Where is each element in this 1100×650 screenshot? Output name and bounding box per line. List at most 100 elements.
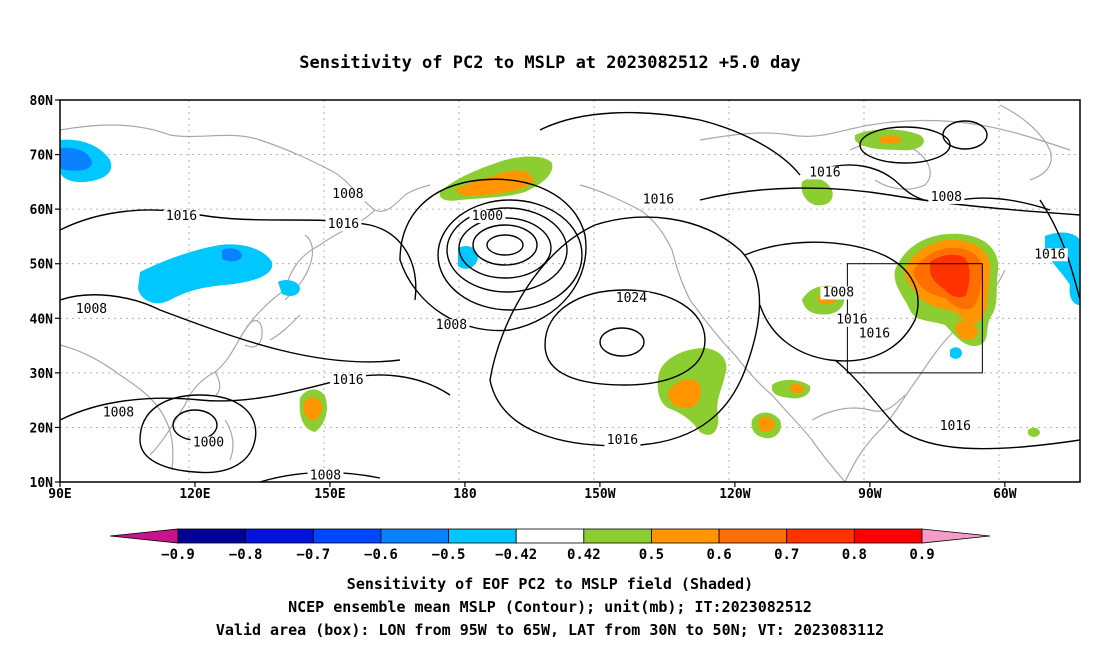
contour-labels: 1008101610161000101610161008101610081008… — [73, 165, 1068, 483]
coastline-asia-north — [60, 124, 376, 211]
shade-negative-arctic-west-core — [60, 147, 92, 171]
colorbar-label: −0.5 — [432, 547, 466, 563]
contour-label: 1016 — [940, 419, 971, 434]
contour-label-bg — [469, 210, 506, 224]
coastline-arctic-canada — [699, 119, 1071, 151]
colorbar-swatch — [853, 528, 923, 544]
contour-label: 1016 — [859, 326, 890, 341]
caption-line-1: Sensitivity of EOF PC2 to MSLP field (Sh… — [347, 575, 753, 593]
contour-label: 1016 — [1034, 247, 1065, 262]
caption-line-3: Valid area (box): LON from 95W to 65W, L… — [216, 621, 884, 639]
colorbar-swatch — [177, 528, 247, 544]
lat-tick-label: 70N — [30, 149, 54, 164]
contour-label-bg — [307, 469, 344, 482]
contour-west-1008 — [60, 294, 401, 363]
contour-label: 1000 — [472, 209, 503, 224]
colorbar-swatch — [651, 528, 720, 544]
contour-label-bg — [640, 193, 677, 207]
shade-positive-west-pacific-orange — [303, 397, 322, 421]
colorbar-label: −0.9 — [161, 547, 195, 563]
contour-east-edge — [1039, 199, 1080, 301]
contour-label-bg — [1031, 248, 1068, 262]
contour-low-ring-2 — [472, 224, 538, 266]
colorbar-swatch — [448, 528, 517, 544]
lon-tick-label: 90E — [48, 487, 71, 502]
shade-positive-mexico-orange — [790, 383, 804, 394]
shade-positive-canada-north-orange — [880, 135, 902, 145]
contour-label: 1016 — [809, 165, 840, 180]
lon-tick-label: 90W — [858, 487, 882, 502]
contour-south-1016 — [60, 374, 451, 421]
contour-arctic-ring-2 — [859, 126, 951, 164]
colorbar-swatch — [312, 528, 382, 544]
contour-label: 1008 — [103, 406, 134, 421]
contour-americas-1016 — [699, 187, 1080, 216]
coastline-taiwan-philippines — [214, 371, 234, 461]
contour-label: 1008 — [310, 468, 341, 483]
contour-gulf-1016 — [834, 359, 1080, 450]
coastline-greenland — [999, 104, 1052, 181]
gridlines — [60, 100, 1080, 482]
coastline-north-america-west — [689, 299, 846, 482]
shade-negative-japan — [278, 280, 300, 296]
shade-negative-us-east — [950, 347, 962, 359]
contour-south-1008 — [139, 394, 257, 474]
lon-tick-label: 120W — [719, 487, 750, 502]
lon-tick-label: 150E — [314, 487, 345, 502]
map-frame — [59, 99, 1081, 483]
colorbar-label: 0.42 — [567, 547, 601, 563]
colorbar-high-triangle — [921, 528, 991, 544]
colorbar-label: −0.8 — [229, 547, 263, 563]
contour-label: 1016 — [836, 313, 867, 328]
contour-label: 1008 — [332, 187, 363, 202]
contour-label-bg — [190, 436, 227, 450]
lat-tick-label: 10N — [30, 476, 54, 491]
contour-label-bg — [833, 313, 870, 327]
coastlines — [60, 104, 1071, 482]
shade-positive-atlantic-small — [1028, 427, 1040, 437]
contour-label-bg — [433, 319, 470, 333]
coastline-alaska — [579, 184, 691, 301]
lat-tick-label: 40N — [30, 312, 54, 327]
contour-low-1000-ring-1 — [486, 234, 524, 256]
lon-tick-label: 120E — [179, 487, 210, 502]
contour-label-bg — [928, 190, 965, 204]
shade-positive-east-canada-red — [930, 254, 970, 298]
shade-negative-east-asia-core — [222, 248, 242, 262]
contour-label-bg — [329, 373, 366, 387]
contour-label-bg — [325, 218, 362, 232]
lon-tick-label: 60W — [993, 487, 1017, 502]
contour-canada-1016 — [819, 164, 1051, 211]
contour-label-bg — [163, 210, 200, 224]
contour-label: 1016 — [328, 217, 359, 232]
contour-label-bg — [856, 327, 893, 341]
colorbar-label: 0.9 — [909, 547, 934, 563]
colorbar-label: 0.7 — [774, 547, 799, 563]
contour-label: 1024 — [616, 291, 647, 306]
lat-tick-label: 30N — [30, 367, 54, 382]
lat-tick-label: 60N — [30, 203, 54, 218]
contour-label: 1008 — [931, 190, 962, 205]
colorbar-swatch — [718, 528, 788, 544]
colorbar-label: 0.5 — [639, 547, 664, 563]
lat-tick-label: 20N — [30, 421, 54, 436]
shade-positive-us-east-orange — [955, 320, 978, 340]
colorbar: −0.9 −0.8 −0.7 −0.6 −0.5 −0.42 0.42 0.5 0.6 0.7 0.… — [109, 528, 991, 563]
colorbar-swatch — [380, 528, 449, 544]
contour-label: 1008 — [823, 285, 854, 300]
contour-label: 1016 — [643, 193, 674, 208]
contour-americas-1008 — [744, 241, 919, 362]
shade-positive-canada-mid — [801, 178, 833, 206]
contour-high-1024 — [544, 289, 706, 386]
lon-tick-label: 180 — [453, 487, 477, 502]
caption-line-2: NCEP ensemble mean MSLP (Contour); unit(… — [288, 598, 812, 616]
longitude-axis: 90E 120E 150E 180 150W 120W 90W 60W — [48, 482, 1017, 502]
contour-label: 1016 — [332, 373, 363, 388]
contour-label-bg — [613, 291, 650, 305]
contour-label-bg — [604, 433, 641, 447]
lat-tick-label: 80N — [30, 94, 54, 109]
colorbar-label: 0.6 — [706, 547, 731, 563]
contour-label: 1008 — [76, 302, 107, 317]
contour-label-bg — [73, 302, 110, 316]
